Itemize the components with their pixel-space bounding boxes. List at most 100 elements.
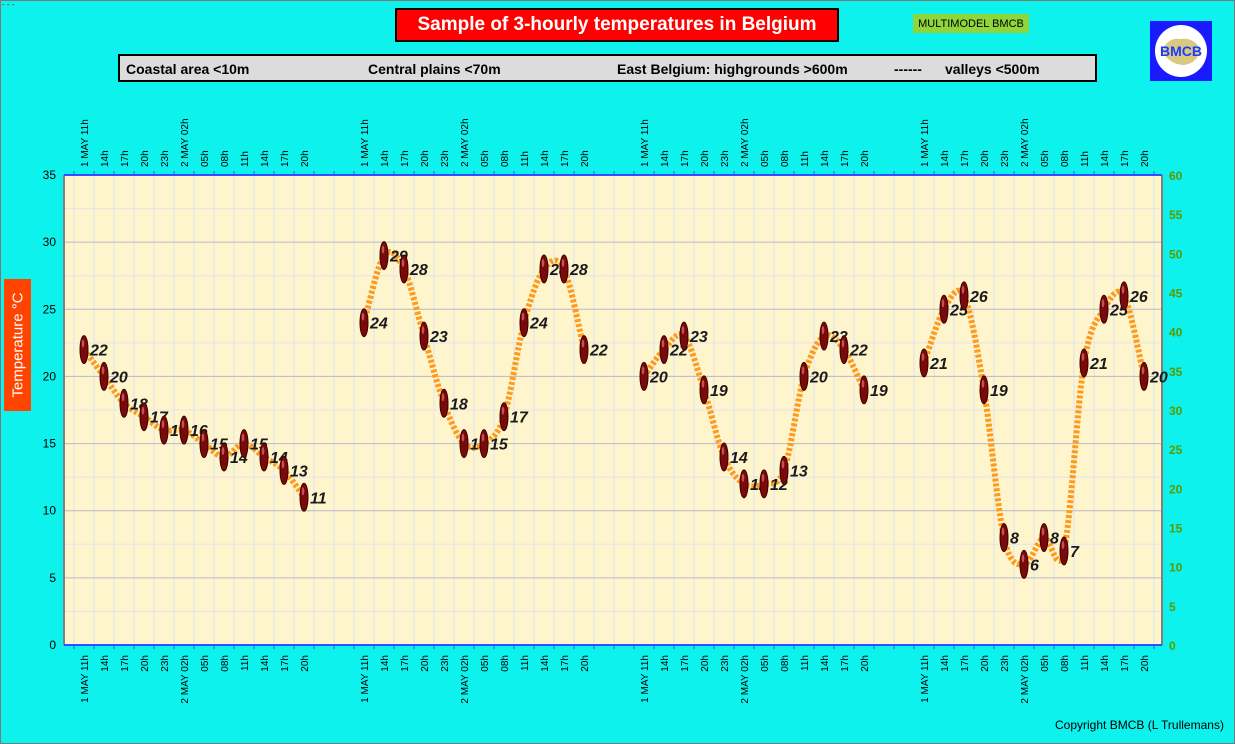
y-tick-label: 35 <box>43 168 57 182</box>
data-point-highlight <box>301 487 305 496</box>
y2-tick-label: 10 <box>1169 561 1183 575</box>
x-tick-label-top: 11h <box>1080 151 1091 167</box>
y2-tick-label: 40 <box>1169 326 1183 340</box>
data-label: 21 <box>929 356 948 373</box>
data-point <box>499 402 509 432</box>
x-tick-label-top: 20h <box>300 150 311 167</box>
data-label: 13 <box>290 463 308 480</box>
x-tick-label-top: 05h <box>760 150 771 167</box>
data-point-highlight <box>401 259 405 267</box>
x-tick-label-top: 08h <box>780 150 791 167</box>
data-label: 23 <box>429 329 448 346</box>
y2-tick-label: 0 <box>1169 639 1176 653</box>
data-label: 8 <box>1010 531 1019 548</box>
data-label: 21 <box>1089 356 1108 373</box>
x-tick-label-top: 14h <box>260 150 271 167</box>
x-tick-label: 14h <box>380 655 391 672</box>
x-tick-label-top: 17h <box>1120 150 1131 167</box>
bmcb-logo-icon: BMCB <box>1155 25 1207 77</box>
x-tick-label: 14h <box>540 655 551 672</box>
data-point <box>799 361 809 391</box>
x-tick-label: 11h <box>240 655 251 671</box>
data-label: 13 <box>790 463 808 480</box>
data-point <box>519 308 529 338</box>
data-label: 20 <box>1149 369 1168 386</box>
x-tick-label: 20h <box>700 655 711 672</box>
data-label: 22 <box>89 343 108 360</box>
x-tick-label-top: 08h <box>500 150 511 167</box>
x-tick-label: 23h <box>160 655 171 672</box>
x-tick-label-top: 14h <box>660 150 671 167</box>
x-tick-label: 17h <box>960 655 971 672</box>
copyright: Copyright BMCB (L Trullemans) <box>1055 718 1224 732</box>
data-label: 14 <box>730 450 748 467</box>
data-point-highlight <box>521 312 525 321</box>
x-tick-label-top: 17h <box>400 150 411 167</box>
data-point-highlight <box>481 433 485 442</box>
data-label: 28 <box>569 262 588 279</box>
data-label: 15 <box>490 437 509 454</box>
x-tick-label-top: 14h <box>820 150 831 167</box>
x-tick-label-top: 20h <box>700 150 711 167</box>
x-tick-label: 05h <box>760 655 771 672</box>
data-point <box>839 335 849 365</box>
y-tick-label: 5 <box>49 571 56 585</box>
x-tick-label-top: 14h <box>100 150 111 167</box>
data-point <box>959 281 969 311</box>
x-tick-label-top: 20h <box>420 150 431 167</box>
data-point <box>399 254 409 284</box>
x-tick-label: 17h <box>280 655 291 672</box>
data-point <box>1139 361 1149 391</box>
y2-tick-label: 30 <box>1169 404 1183 418</box>
x-tick-label: 23h <box>720 655 731 672</box>
y-tick-label: 20 <box>43 369 57 383</box>
data-point-highlight <box>381 245 385 254</box>
y-tick-label: 15 <box>43 437 57 451</box>
data-point-highlight <box>541 259 545 267</box>
data-point <box>379 241 389 271</box>
x-tick-label-top: 14h <box>940 150 951 167</box>
x-tick-label-top: 11h <box>240 151 251 167</box>
x-tick-label: 2 MAY 02h <box>1020 655 1031 704</box>
x-tick-label-top: 20h <box>1140 150 1151 167</box>
data-label: 20 <box>649 369 668 386</box>
x-tick-label-top: 23h <box>160 150 171 167</box>
data-label: 19 <box>990 383 1008 400</box>
x-tick-label-top: 17h <box>840 150 851 167</box>
x-tick-label: 23h <box>1000 655 1011 672</box>
data-point-highlight <box>201 433 205 442</box>
x-tick-label: 2 MAY 02h <box>460 655 471 704</box>
data-point-highlight <box>861 379 865 388</box>
data-point-highlight <box>1061 541 1065 549</box>
data-point <box>419 321 429 351</box>
y2-tick-label: 25 <box>1169 443 1183 457</box>
data-point <box>199 429 209 459</box>
x-tick-label: 14h <box>100 655 111 672</box>
x-tick-label: 08h <box>220 655 231 672</box>
x-tick-label-top: 2 MAY 02h <box>740 118 751 167</box>
y-tick-label: 10 <box>43 504 57 518</box>
y2-tick-label: 15 <box>1169 522 1183 536</box>
data-point <box>159 415 169 445</box>
data-point-highlight <box>781 460 785 469</box>
x-tick-label: 08h <box>500 655 511 672</box>
chart-title: Sample of 3-hourly temperatures in Belgi… <box>395 8 839 42</box>
x-tick-label: 17h <box>840 655 851 672</box>
x-tick-label-top: 17h <box>960 150 971 167</box>
data-point <box>139 402 149 432</box>
data-point <box>99 361 109 391</box>
data-point <box>539 254 549 284</box>
data-point-highlight <box>1001 527 1005 536</box>
data-point-highlight <box>181 420 185 429</box>
data-point-highlight <box>761 473 765 482</box>
x-tick-label-top: 08h <box>1060 150 1071 167</box>
data-point-highlight <box>921 353 925 361</box>
data-point-highlight <box>841 339 845 348</box>
data-point <box>1039 523 1049 553</box>
x-tick-label: 14h <box>940 655 951 672</box>
x-tick-label-top: 17h <box>680 150 691 167</box>
y2-tick-label: 50 <box>1169 247 1183 261</box>
data-label: 6 <box>1030 557 1039 574</box>
data-label: 17 <box>510 410 529 427</box>
data-label: 8 <box>1050 531 1059 548</box>
